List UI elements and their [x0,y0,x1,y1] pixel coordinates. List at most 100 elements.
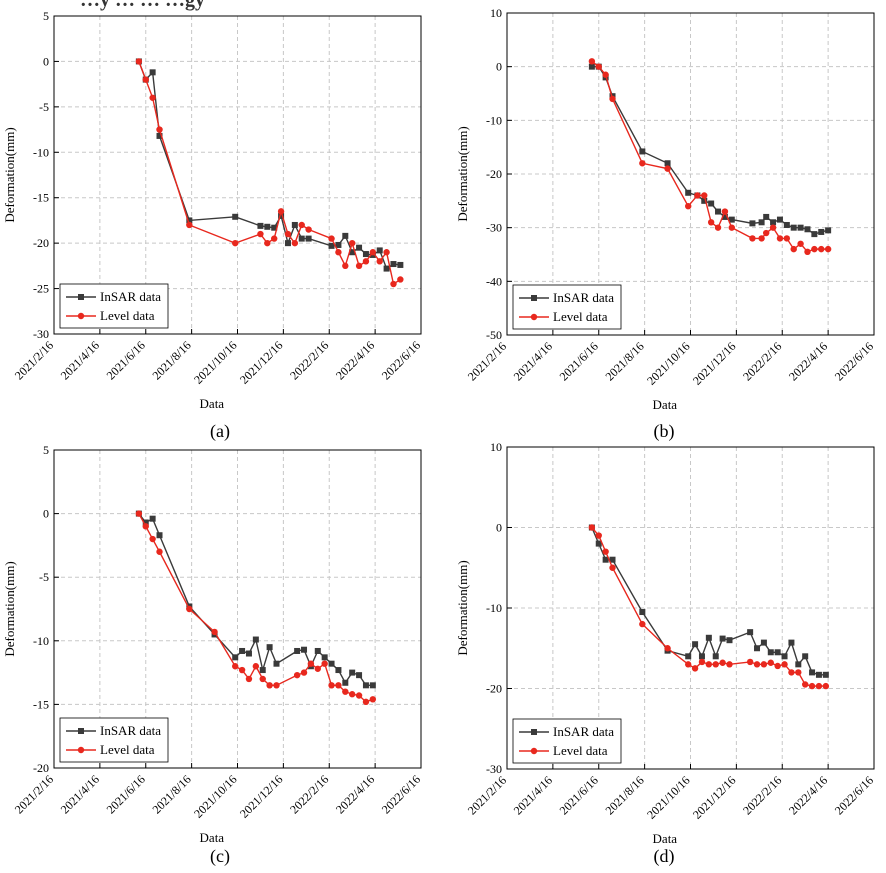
insar-data-point [788,639,795,646]
y-axis-title: Deformation(mm) [455,126,470,221]
level-data-point [774,662,781,670]
insar-data-point [257,222,264,229]
level-data-point [397,276,404,283]
y-tick-label: -40 [486,274,502,288]
level-data-point [362,698,370,706]
y-tick-label: -5 [39,570,49,584]
legend-marker-circle [530,313,538,321]
level-data-point [335,249,342,256]
insar-data-point [692,641,699,648]
insar-data-point [149,69,156,76]
insar-data-point [763,213,770,220]
level-data-point [769,224,777,231]
insar-data-point [685,653,692,660]
insar-data-point [142,519,149,526]
level-data-point [746,658,754,666]
x-tick-label: 2021/6/16 [557,773,601,817]
legend-marker-circle [77,312,85,320]
level-data-point [762,229,770,237]
y-tick-label: 10 [490,6,502,20]
level-data-point [362,258,370,265]
legend-marker-square [78,294,84,300]
x-tick-label: 2021/6/16 [557,339,601,383]
insar-data-point [747,629,754,636]
insar-data-point [301,646,308,653]
insar-data-point [811,231,818,238]
x-tick-label: 2021/2/16 [12,338,56,382]
x-tick-label: 2022/6/16 [379,338,423,382]
y-tick-label: 0 [43,507,49,521]
legend-marker-circle [77,746,85,754]
insar-data-point [314,647,321,654]
insar-data-point [602,556,609,563]
legend-label: InSAR data [100,723,161,738]
insar-data-point [328,660,335,667]
x-tick-label: 2022/6/16 [832,773,876,817]
y-tick-label: -20 [33,761,49,775]
series-line-level [138,513,374,703]
level-data-point [369,249,377,256]
insar-data-point [278,212,285,219]
level-data-point [284,230,292,238]
insar-data-point [767,649,774,656]
level-data-point [728,224,735,231]
insar-data-point [822,671,829,678]
insar-data-point [708,200,715,207]
x-tick-label: 2021/12/16 [237,772,286,821]
level-data-point [264,239,271,247]
x-tick-label: 2021/12/16 [690,773,739,822]
insar-data-point [639,609,646,616]
level-data-point [348,239,356,247]
x-tick-label: 2021/8/16 [602,339,646,383]
level-data-point [788,669,795,676]
level-data-point [664,645,671,652]
insar-data-point [754,645,761,652]
y-tick-label: -25 [33,282,49,296]
level-data-point [824,245,832,253]
level-data-point [588,58,596,65]
insar-data-point [797,224,804,231]
level-data-point [801,681,809,688]
x-tick-label: 2021/2/16 [465,773,509,817]
level-data-point [776,235,784,242]
x-tick-label: 2021/2/16 [12,772,56,816]
insar-data-point [266,644,273,651]
level-data-point [753,661,761,668]
x-tick-label: 2021/10/16 [191,338,240,387]
level-data-point [707,219,715,226]
insar-data-point [356,244,363,251]
x-tick-label: 2022/6/16 [379,772,423,816]
x-axis-title: Data [200,830,225,845]
panel-label: (a) [210,421,230,442]
x-tick-label: 2021/8/16 [602,773,646,817]
level-data-point [685,203,692,210]
level-data-point [639,160,646,167]
x-tick-label: 2021/10/16 [191,772,240,821]
insar-data-point [749,220,756,227]
insar-data-point [149,515,156,522]
level-data-point [783,235,791,242]
insar-data-point [588,63,595,70]
panel-label: (b) [654,421,675,442]
y-tick-label: -50 [486,328,502,342]
level-data-point [818,245,825,253]
insar-data-point [232,213,239,220]
level-data-point [298,221,305,229]
insar-data-point [273,660,280,667]
insar-data-point [804,226,811,233]
y-tick-label: -15 [33,191,49,205]
legend-marker-square [531,729,537,735]
insar-data-point [362,682,369,689]
insar-data-point [321,654,328,661]
level-data-point [211,628,218,636]
legend-marker-square [531,295,537,301]
level-data-point [705,661,713,668]
level-data-point [822,682,830,690]
insar-data-point [156,532,163,539]
level-data-point [781,661,788,668]
level-data-point [149,535,156,543]
